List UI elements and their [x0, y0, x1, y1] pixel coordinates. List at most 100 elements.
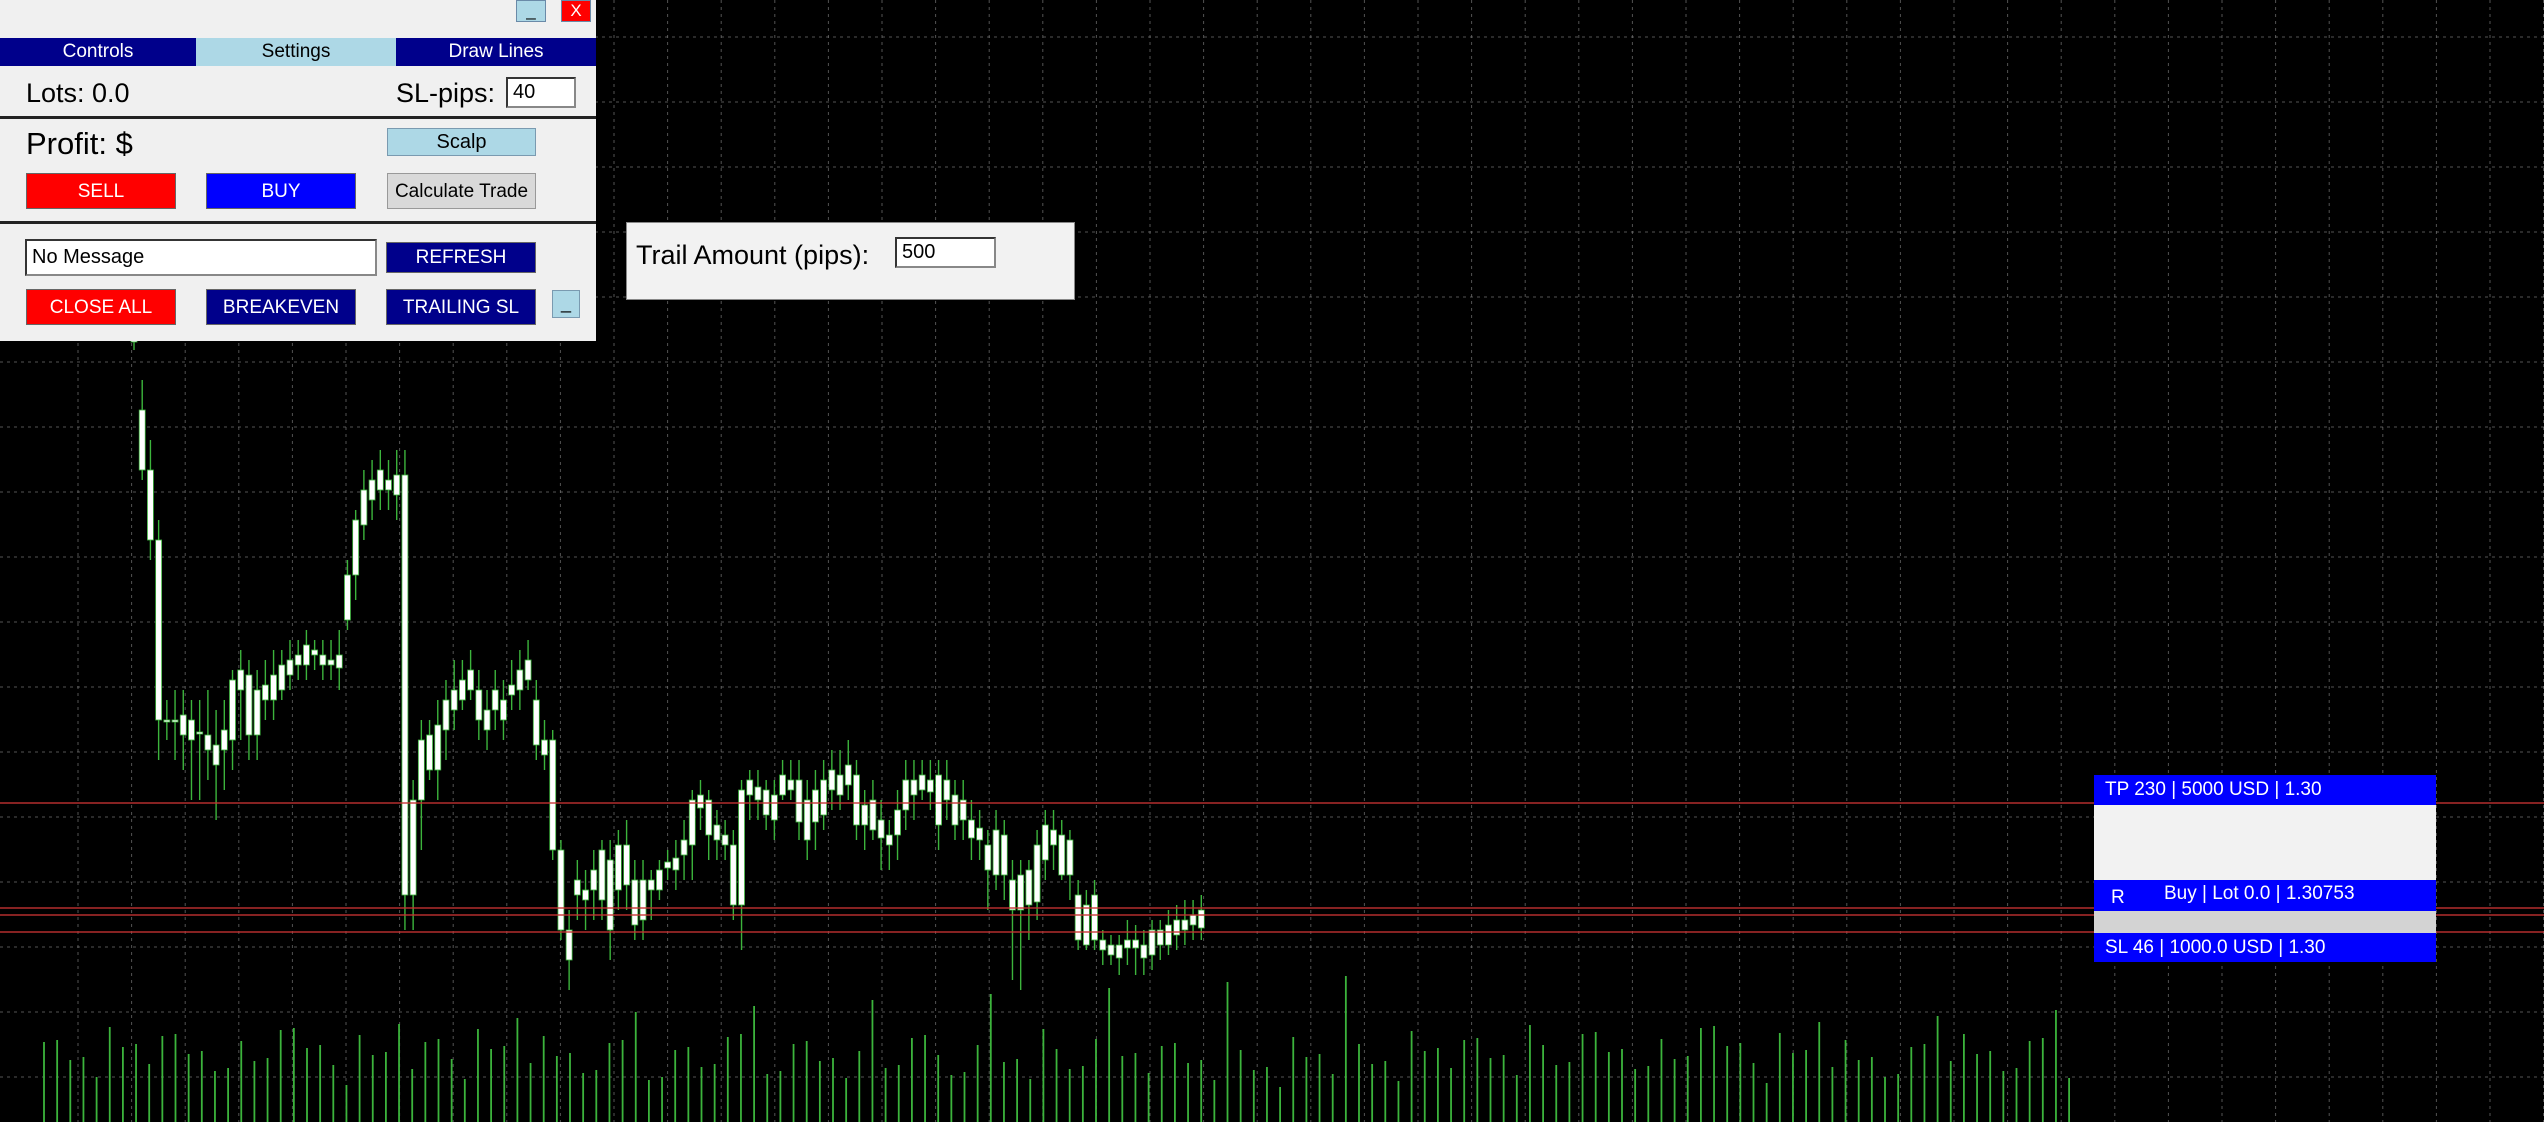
- candle-body: [393, 474, 401, 496]
- candle-body: [656, 869, 663, 891]
- candle-body: [335, 654, 343, 669]
- take-profit-text: TP 230 | 5000 USD | 1.30: [2105, 779, 2322, 800]
- candle-body: [902, 779, 910, 811]
- candle-body: [885, 834, 893, 846]
- candle-body: [171, 719, 179, 723]
- panel-close-button[interactable]: X: [561, 0, 591, 22]
- trail-amount-input[interactable]: 500: [895, 237, 996, 268]
- take-profit-label[interactable]: TP 230 | 5000 USD | 1.30: [2094, 775, 2436, 805]
- candle-body: [229, 679, 236, 741]
- candle-body: [565, 929, 573, 961]
- candle-body: [352, 519, 360, 576]
- candle-body: [1074, 894, 1082, 941]
- candle-body: [787, 779, 795, 791]
- candle-body: [746, 779, 754, 796]
- candle-body: [286, 659, 294, 676]
- candle-body: [311, 649, 319, 656]
- candle-body: [664, 861, 672, 869]
- sell-button[interactable]: SELL: [26, 173, 176, 209]
- candle-body: [918, 774, 926, 791]
- candle-body: [721, 834, 729, 846]
- candle-body: [943, 779, 951, 801]
- candle-body: [368, 479, 376, 501]
- candle-body: [1033, 844, 1041, 903]
- candle-body: [1140, 944, 1148, 959]
- candle-body: [237, 669, 245, 691]
- trade-panel: _ X Controls Settings Draw Lines Lots: 0…: [0, 0, 596, 341]
- candle-body: [303, 644, 310, 666]
- candle-body: [261, 684, 269, 701]
- candle-body: [672, 857, 680, 871]
- candle-body: [270, 674, 277, 701]
- candle-body: [491, 689, 499, 711]
- trailing-sl-button[interactable]: TRAILING SL: [386, 289, 536, 325]
- candle-body: [196, 731, 204, 735]
- candle-body: [869, 799, 877, 831]
- candle-body: [220, 729, 228, 751]
- scalp-button[interactable]: Scalp: [387, 128, 536, 156]
- sl-pips-input[interactable]: 40: [506, 77, 576, 108]
- candle-body: [836, 774, 844, 796]
- panel-minimize-button[interactable]: _: [516, 0, 546, 22]
- candle-body: [631, 879, 639, 926]
- candle-body: [729, 844, 737, 906]
- candle-body: [1082, 904, 1090, 946]
- candle-body: [1000, 834, 1008, 876]
- buy-button[interactable]: BUY: [206, 173, 356, 209]
- tab-settings[interactable]: Settings: [196, 38, 396, 66]
- candle-body: [188, 719, 195, 741]
- close-all-button[interactable]: CLOSE ALL: [26, 289, 176, 325]
- candle-body: [1165, 924, 1172, 946]
- reward-zone: [2094, 805, 2436, 880]
- candle-body: [984, 844, 992, 871]
- candle-body: [779, 774, 786, 796]
- candle-body: [1132, 939, 1140, 949]
- message-field[interactable]: No Message: [25, 239, 377, 276]
- candle-body: [179, 714, 187, 736]
- entry-label[interactable]: R Buy | Lot 0.0 | 1.30753: [2094, 880, 2436, 911]
- candle-body: [1107, 944, 1115, 956]
- candle-body: [639, 879, 647, 921]
- candle-body: [138, 409, 146, 471]
- candle-body: [253, 689, 261, 736]
- candle-body: [844, 764, 852, 786]
- candle-body: [401, 474, 409, 896]
- candle-body: [1099, 939, 1107, 951]
- candle-body: [1058, 834, 1066, 876]
- candle-body: [327, 659, 335, 666]
- candle-body: [385, 479, 392, 491]
- candle-body: [557, 849, 565, 931]
- candle-body: [294, 654, 302, 666]
- candle-body: [524, 659, 532, 681]
- stop-loss-label[interactable]: SL 46 | 1000.0 USD | 1.30: [2094, 933, 2436, 962]
- candle-body: [959, 799, 967, 821]
- volume-bars: [43, 976, 2071, 1122]
- candle-body: [770, 794, 778, 821]
- breakeven-button[interactable]: BREAKEVEN: [206, 289, 356, 325]
- candle-body: [688, 799, 696, 846]
- candle-body: [467, 669, 475, 691]
- candle-body: [894, 809, 901, 836]
- candle-body: [532, 699, 540, 746]
- candle-body: [910, 779, 918, 796]
- candle-body: [155, 539, 163, 721]
- candle-body: [614, 844, 622, 891]
- candle-body: [541, 739, 548, 756]
- candle-body: [976, 827, 984, 841]
- candle-body: [1156, 929, 1164, 946]
- tab-draw-lines[interactable]: Draw Lines: [396, 38, 596, 66]
- candle-body: [795, 779, 803, 823]
- candle-body: [516, 669, 524, 691]
- candle-body: [935, 774, 942, 826]
- candle-body: [344, 574, 351, 621]
- trail-toggle-button[interactable]: _: [552, 290, 580, 318]
- candle-body: [828, 769, 836, 791]
- tab-controls[interactable]: Controls: [0, 38, 196, 66]
- calculate-trade-button[interactable]: Calculate Trade: [387, 173, 536, 209]
- candle-body: [1009, 879, 1016, 911]
- refresh-button[interactable]: REFRESH: [386, 242, 536, 273]
- candle-body: [1050, 829, 1057, 846]
- candle-body: [861, 804, 869, 826]
- entry-r-marker[interactable]: R: [2111, 887, 2125, 908]
- candle-body: [319, 654, 327, 666]
